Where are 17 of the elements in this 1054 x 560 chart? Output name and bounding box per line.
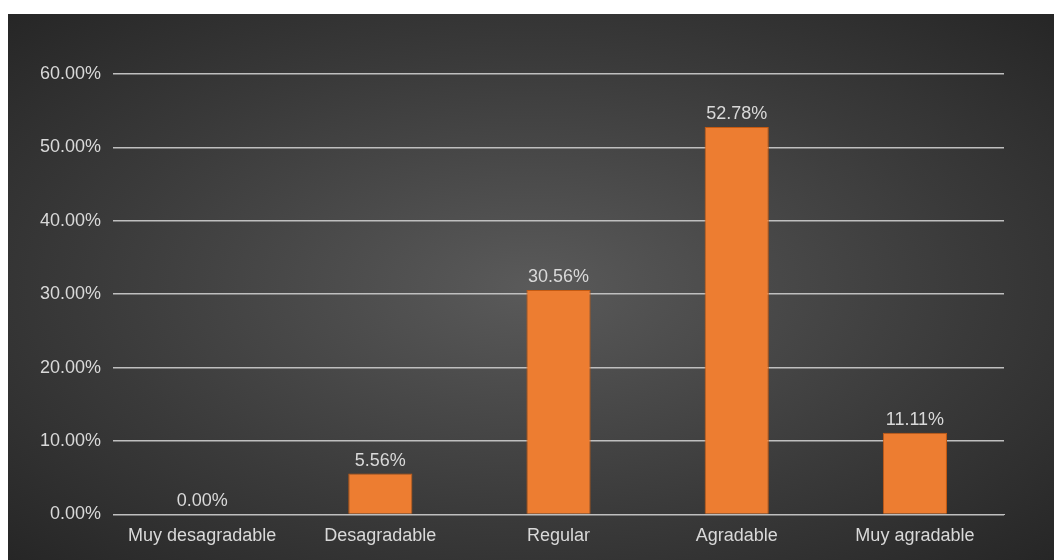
data-label: 0.00%: [176, 490, 228, 511]
data-label: 30.56%: [527, 266, 590, 287]
x-tick-label: Agradable: [695, 525, 778, 546]
y-tick-label: 50.00%: [39, 136, 102, 157]
x-tick-label: Regular: [527, 525, 591, 546]
y-tick-label: 10.00%: [39, 429, 102, 450]
data-label: 5.56%: [354, 449, 406, 470]
x-tick-label: Desagradable: [324, 525, 437, 546]
y-tick-label: 0.00%: [50, 503, 102, 524]
data-label: 11.11%: [885, 408, 945, 429]
x-tick-label: Muy desagradable: [128, 525, 277, 546]
x-tick-label: Muy agradable: [855, 525, 975, 546]
y-tick-label: 20.00%: [39, 356, 102, 377]
data-label: 52.78%: [706, 102, 768, 123]
y-tick-label: 60.00%: [39, 62, 102, 83]
y-tick-label: 40.00%: [39, 209, 102, 230]
y-tick-label: 30.00%: [39, 283, 102, 304]
